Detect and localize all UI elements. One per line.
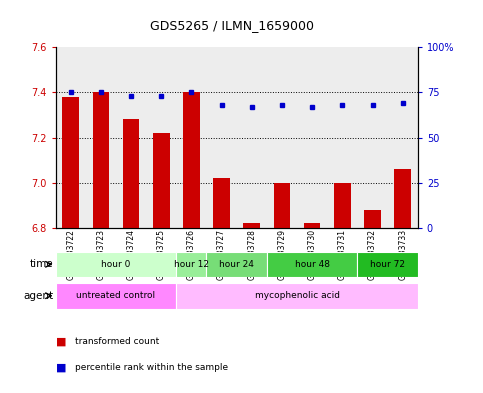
Bar bbox=[213, 178, 230, 228]
Text: ■: ■ bbox=[56, 362, 66, 373]
Bar bbox=[56, 47, 86, 228]
Bar bbox=[56, 283, 176, 309]
Bar bbox=[153, 133, 170, 228]
Bar bbox=[123, 119, 139, 228]
Bar bbox=[146, 47, 176, 228]
Bar bbox=[327, 47, 357, 228]
Bar bbox=[274, 183, 290, 228]
Bar bbox=[176, 283, 418, 309]
Bar bbox=[388, 47, 418, 228]
Bar bbox=[207, 252, 267, 277]
Bar bbox=[86, 47, 116, 228]
Bar bbox=[56, 252, 176, 277]
Text: hour 12: hour 12 bbox=[174, 260, 209, 269]
Text: time: time bbox=[29, 259, 53, 269]
Text: hour 0: hour 0 bbox=[101, 260, 130, 269]
Bar bbox=[297, 47, 327, 228]
Text: percentile rank within the sample: percentile rank within the sample bbox=[75, 363, 228, 372]
Text: mycophenolic acid: mycophenolic acid bbox=[255, 291, 340, 300]
Text: GDS5265 / ILMN_1659000: GDS5265 / ILMN_1659000 bbox=[150, 19, 314, 32]
Bar bbox=[176, 47, 207, 228]
Bar bbox=[334, 183, 351, 228]
Bar bbox=[364, 210, 381, 228]
Bar bbox=[243, 224, 260, 228]
Bar bbox=[116, 47, 146, 228]
Text: hour 24: hour 24 bbox=[219, 260, 254, 269]
Bar bbox=[207, 47, 237, 228]
Text: untreated control: untreated control bbox=[76, 291, 156, 300]
Bar bbox=[62, 97, 79, 228]
Bar bbox=[357, 252, 418, 277]
Text: hour 48: hour 48 bbox=[295, 260, 329, 269]
Bar bbox=[357, 47, 388, 228]
Bar bbox=[176, 252, 207, 277]
Bar bbox=[267, 252, 357, 277]
Bar bbox=[304, 224, 320, 228]
Bar bbox=[93, 92, 109, 228]
Text: ■: ■ bbox=[56, 337, 66, 347]
Bar bbox=[237, 47, 267, 228]
Text: transformed count: transformed count bbox=[75, 338, 159, 346]
Bar bbox=[267, 47, 297, 228]
Bar bbox=[395, 169, 411, 228]
Bar bbox=[183, 92, 199, 228]
Text: agent: agent bbox=[23, 291, 53, 301]
Text: hour 72: hour 72 bbox=[370, 260, 405, 269]
